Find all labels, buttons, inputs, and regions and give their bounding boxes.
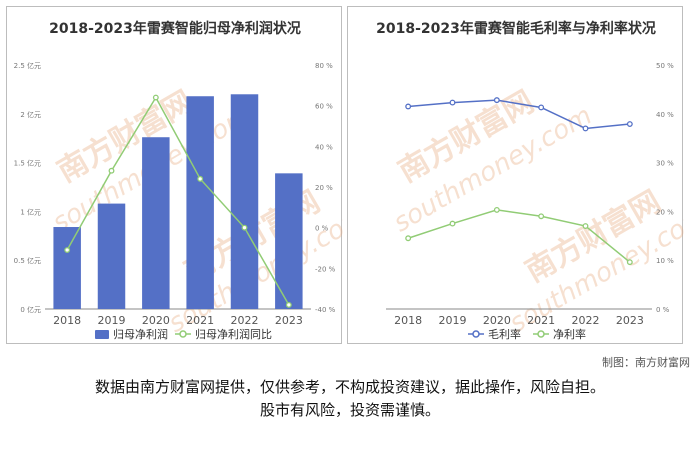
x-axis-tick-label: 2020 <box>483 314 511 327</box>
point-yoy-growth <box>197 175 204 182</box>
point-gross-margin <box>538 104 545 111</box>
chart-panel-margins: 南方财富网 southmoney.com 南方财富网 southmoney.com 20… <box>347 6 684 344</box>
left-axis-tick-label: 0.5 亿元 <box>14 256 41 265</box>
point-yoy-growth <box>64 247 71 253</box>
right-axis-tick-label: -40 % <box>315 306 336 314</box>
x-axis-tick-label: 2023 <box>275 314 303 327</box>
bar-net-profit <box>186 96 214 310</box>
x-axis-tick-label: 2020 <box>142 314 170 327</box>
legend-swatch-marker <box>179 330 187 338</box>
right-axis-tick-label: 80 % <box>315 62 333 70</box>
point-net-margin <box>493 206 500 213</box>
point-gross-margin <box>493 97 500 104</box>
left-axis-tick-label: 1 亿元 <box>20 207 41 216</box>
bar-net-profit <box>53 227 81 309</box>
left-axis-tick-label: 1.5 亿元 <box>14 159 41 168</box>
legend-label: 归母净利润同比 <box>195 327 272 341</box>
point-yoy-growth <box>241 224 248 231</box>
legend-swatch-marker <box>472 330 480 338</box>
point-net-margin <box>538 213 545 220</box>
point-yoy-growth <box>285 301 292 308</box>
point-gross-margin <box>405 103 412 110</box>
point-net-margin <box>582 223 589 229</box>
chart-title: 2018-2023年雷赛智能毛利率与净利率状况 <box>376 20 656 37</box>
point-gross-margin <box>449 99 456 106</box>
bar-net-profit <box>142 137 170 309</box>
right-axis-tick-label: 30 % <box>656 160 674 168</box>
legend-swatch-marker <box>537 330 545 338</box>
point-net-margin <box>626 259 633 266</box>
x-axis-tick-label: 2023 <box>616 314 644 327</box>
right-axis-tick-label: 40 % <box>656 111 674 119</box>
legend-label: 归母净利润 <box>113 327 168 341</box>
right-axis-tick-label: 20 % <box>656 208 674 216</box>
margin-chart: 南方财富网southmoney.com南方财富网southmoney.com20… <box>376 20 684 341</box>
point-gross-margin <box>582 125 589 132</box>
x-axis-tick-label: 2021 <box>527 314 555 327</box>
x-axis-tick-label: 2019 <box>98 314 126 327</box>
bar-net-profit <box>230 94 259 309</box>
point-net-margin <box>449 220 456 227</box>
right-axis-tick-label: 0 % <box>315 225 329 233</box>
point-yoy-growth <box>108 167 115 174</box>
right-axis-tick-label: 0 % <box>656 306 670 314</box>
left-axis-tick-label: 2.5 亿元 <box>14 61 41 70</box>
x-axis-tick-label: 2022 <box>572 314 600 327</box>
bar-net-profit <box>275 173 303 309</box>
disclaimer-line-2: 股市有风险，投资需谨慎。 <box>259 401 440 419</box>
line-yoy-growth <box>66 96 290 306</box>
point-net-margin <box>405 235 412 242</box>
legend-swatch-bar <box>95 330 109 339</box>
bar-net-profit <box>97 203 126 309</box>
line-net-margin <box>407 209 631 263</box>
right-axis-tick-label: -20 % <box>315 265 336 273</box>
chart-credit: 制图：南方财富网 <box>602 356 690 369</box>
point-gross-margin <box>626 121 633 127</box>
disclaimer-line-1: 数据由南方财富网提供，仅供参考，不构成投资建议，据此操作，风险自担。 <box>94 378 605 396</box>
right-axis-tick-label: 20 % <box>315 184 333 192</box>
x-axis-tick-label: 2019 <box>439 314 467 327</box>
legend-label: 净利率 <box>553 327 586 341</box>
x-axis-tick-label: 2018 <box>53 314 81 327</box>
right-axis-tick-label: 10 % <box>656 257 674 265</box>
x-axis-tick-label: 2022 <box>231 314 259 327</box>
right-axis-tick-label: 50 % <box>656 62 674 70</box>
chart-title: 2018-2023年雷赛智能归母净利润状况 <box>49 20 301 37</box>
line-gross-margin <box>408 99 630 130</box>
right-axis-tick-label: 40 % <box>315 143 333 151</box>
chart-panel-net-profit: 南方财富网southmoney.com南方财富网southmoney.com20… <box>6 6 343 344</box>
x-axis-tick-label: 2018 <box>394 314 422 327</box>
right-axis-tick-label: 60 % <box>315 103 333 111</box>
net-profit-chart: 南方财富网southmoney.com南方财富网southmoney.com20… <box>14 20 343 341</box>
x-axis-tick-label: 2021 <box>186 314 214 327</box>
legend-label: 毛利率 <box>488 327 521 341</box>
point-yoy-growth <box>152 94 159 101</box>
left-axis-tick-label: 2 亿元 <box>20 110 41 119</box>
left-axis-tick-label: 0 亿元 <box>20 305 41 314</box>
